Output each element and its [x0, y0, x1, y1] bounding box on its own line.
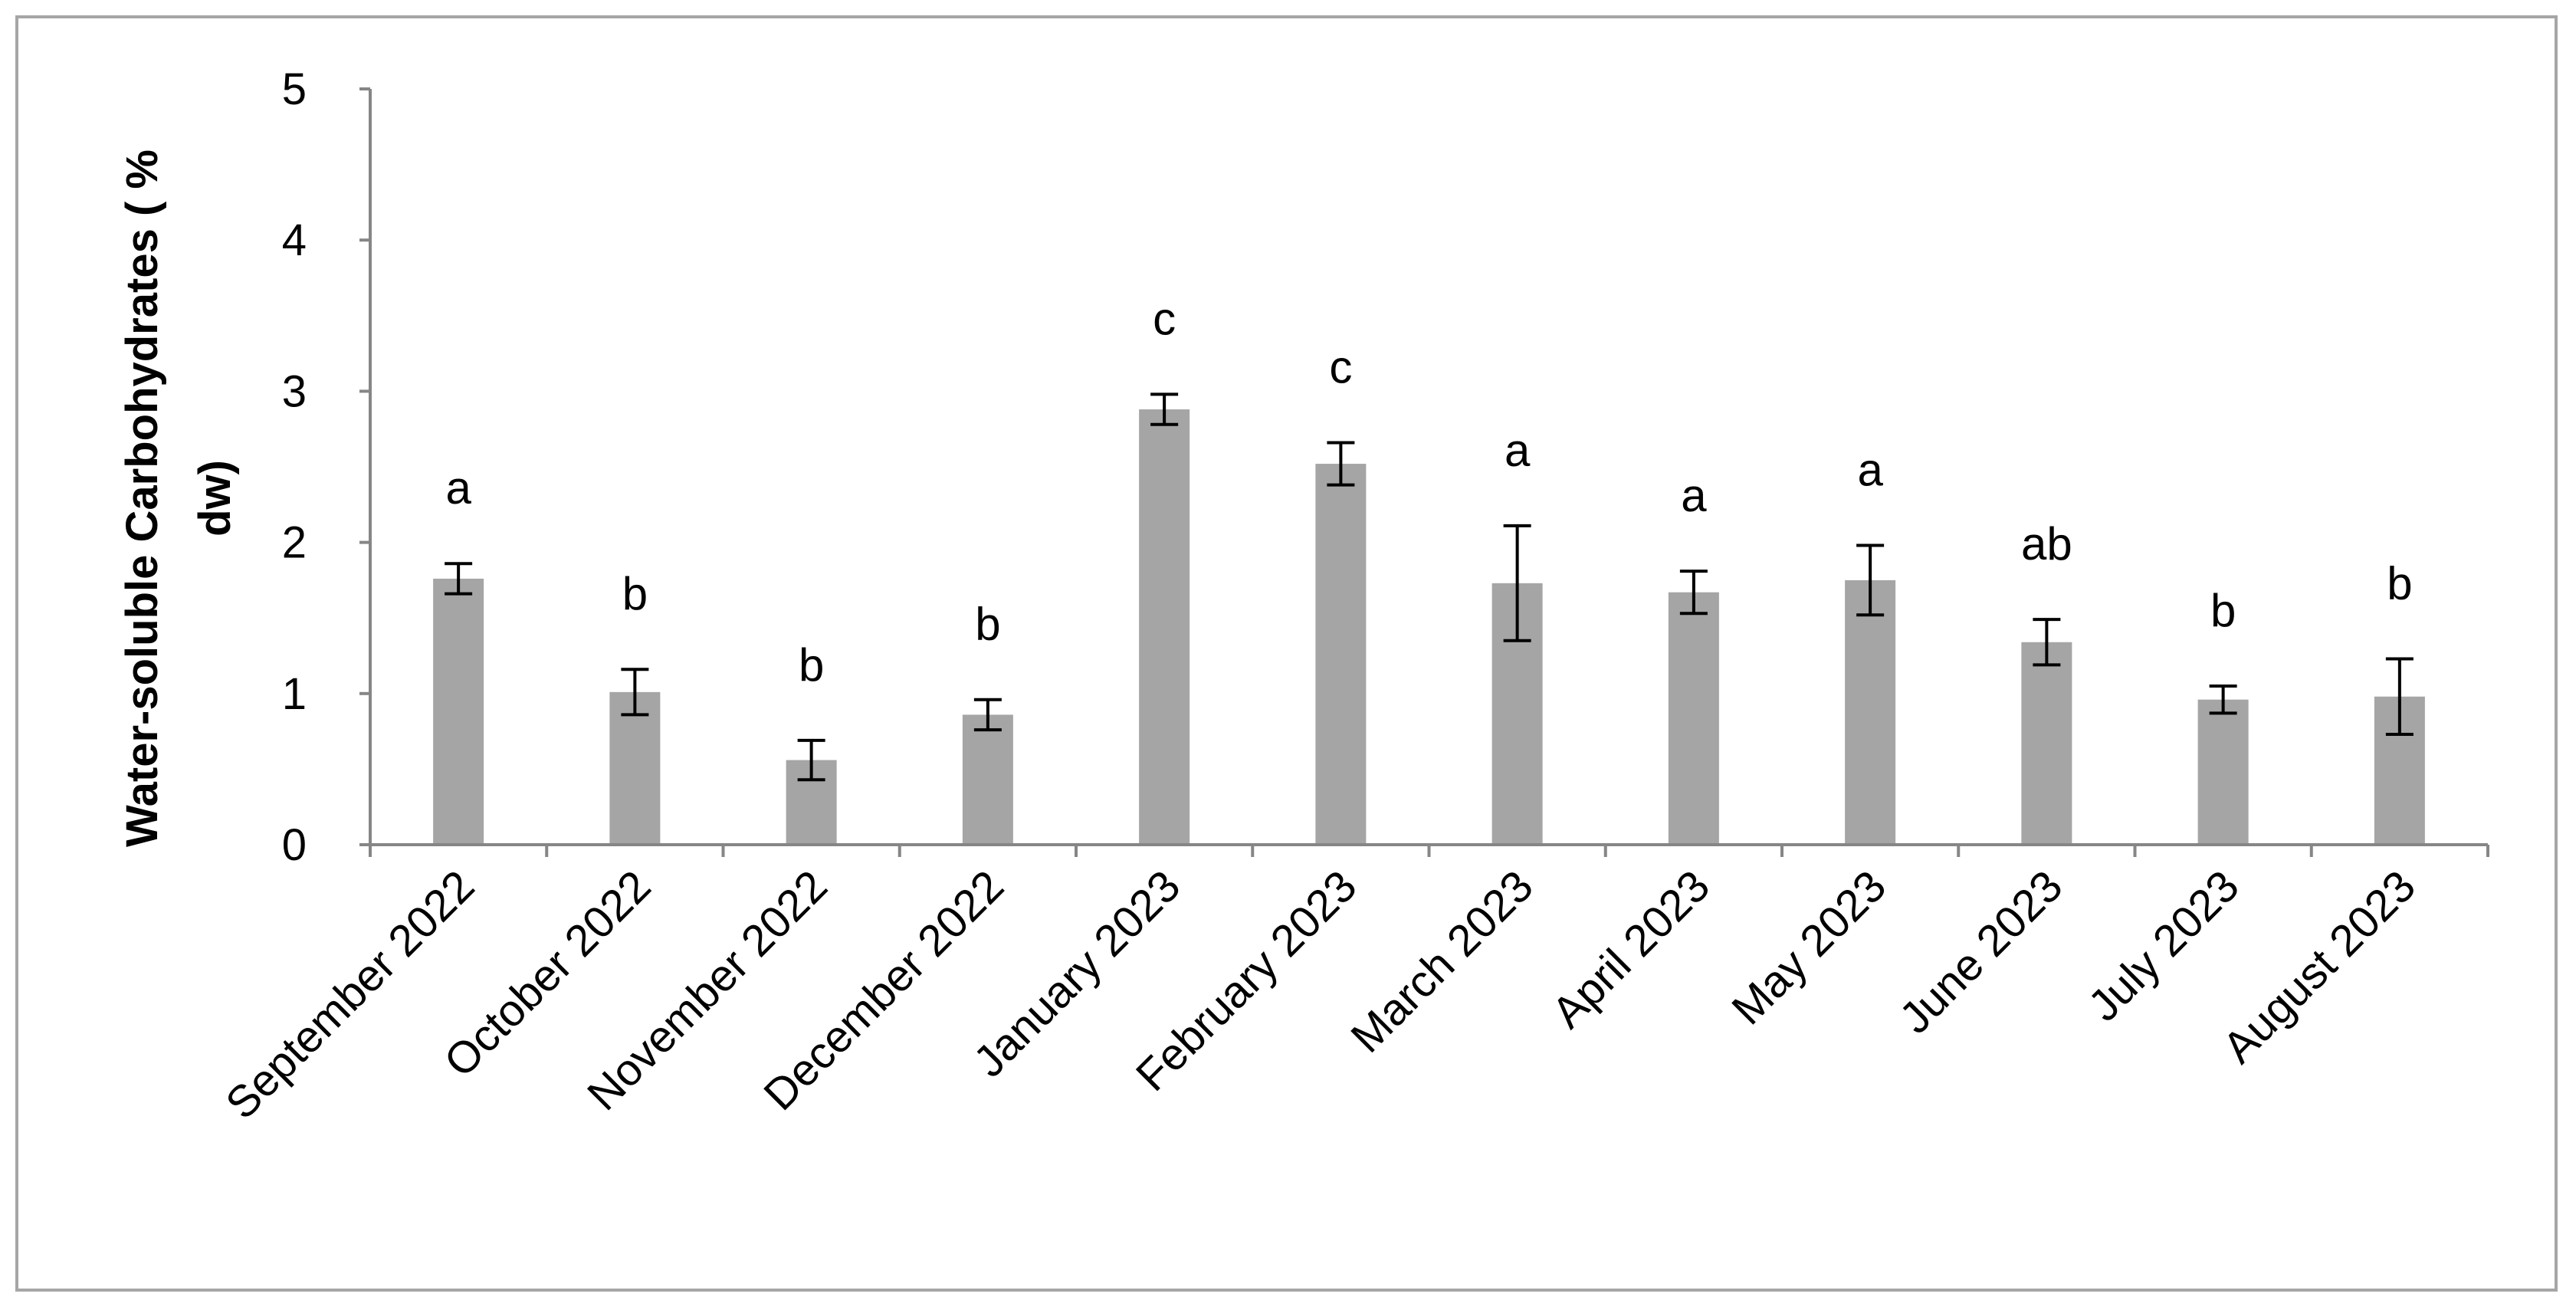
x-tick-label: April 2023 — [1542, 861, 1719, 1038]
significance-label: b — [975, 599, 1000, 650]
significance-label: ab — [2021, 518, 2072, 570]
y-axis-title-line1: Water-soluble Carbohydrates ( % — [117, 149, 167, 847]
significance-label: a — [1505, 425, 1531, 476]
y-axis-title: Water-soluble Carbohydrates ( % dw) — [117, 149, 240, 847]
significance-label: b — [799, 639, 824, 691]
significance-label: c — [1153, 293, 1176, 344]
x-tick-label: July 2023 — [2079, 861, 2249, 1031]
y-tick-label: 1 — [282, 669, 307, 719]
significance-label: a — [445, 462, 471, 514]
y-tick-label: 5 — [282, 64, 307, 114]
bar — [1315, 464, 1367, 845]
y-tick-label: 2 — [282, 518, 307, 568]
x-tick-label: September 2022 — [216, 861, 484, 1128]
significance-label: a — [1857, 445, 1883, 496]
bar — [1668, 592, 1719, 845]
y-axis-title-line2: dw) — [190, 460, 240, 537]
significance-label: c — [1329, 341, 1352, 392]
bar — [2021, 642, 2072, 845]
significance-label: b — [622, 568, 648, 619]
bar — [1139, 409, 1190, 845]
significance-label: a — [1681, 470, 1707, 521]
significance-label: b — [2210, 585, 2236, 636]
x-tick-label: March 2023 — [1341, 861, 1543, 1062]
bar — [2197, 699, 2249, 845]
bar — [962, 714, 1013, 845]
bar — [433, 578, 484, 845]
x-tick-label: June 2023 — [1890, 861, 2072, 1043]
y-tick-label: 4 — [282, 215, 307, 265]
y-tick-label: 0 — [282, 820, 307, 870]
significance-label: b — [2387, 557, 2412, 609]
y-axis: 0 1 2 3 4 5 — [282, 64, 372, 870]
bar — [1845, 579, 1896, 845]
x-tick-label: May 2023 — [1722, 861, 1895, 1034]
y-tick-label: 3 — [282, 366, 307, 416]
bar — [609, 691, 661, 845]
